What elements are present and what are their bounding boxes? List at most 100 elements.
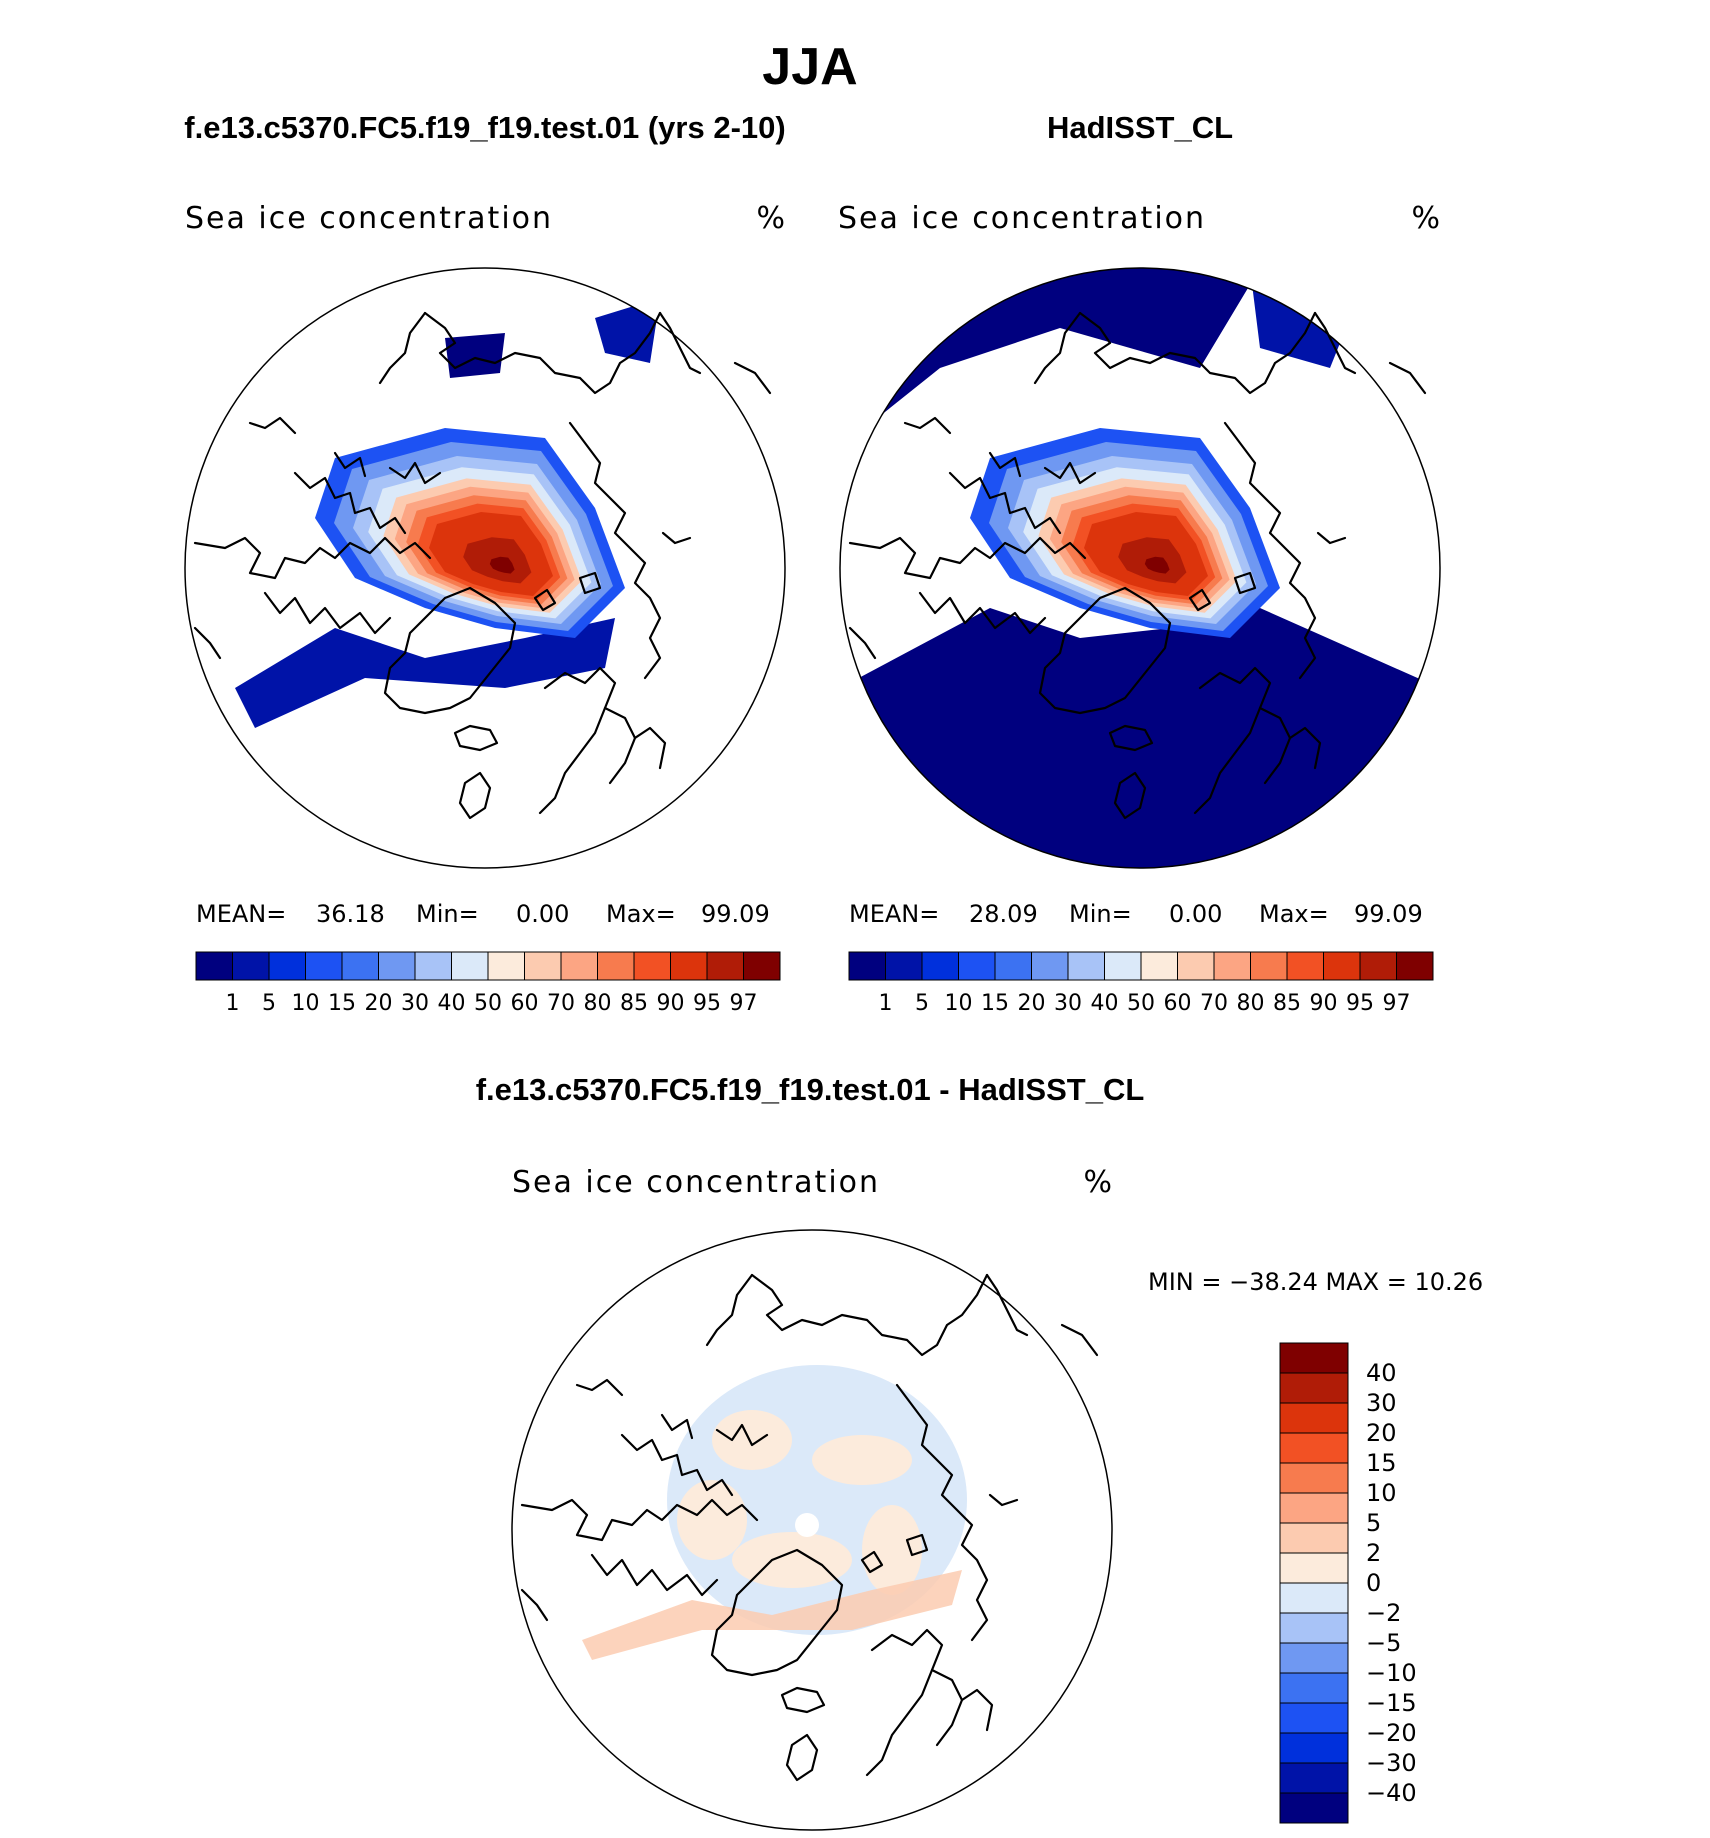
- map-boundary: [839, 267, 1441, 869]
- mean-label: MEAN=: [196, 900, 286, 928]
- colorbar-tick-label: 0: [1366, 1569, 1381, 1597]
- colorbar-tick-label: 90: [1310, 991, 1338, 1016]
- min-value: 0.00: [516, 900, 569, 928]
- diff-region-positive: [732, 1532, 852, 1588]
- colorbar-swatch: [1279, 1402, 1349, 1434]
- colorbar-tick-label: 10: [1366, 1479, 1397, 1507]
- colorbar-swatch: [487, 951, 525, 981]
- min-max-stats: MIN = −38.24 MAX = 10.26: [1148, 1268, 1483, 1296]
- colorbar-swatch: [195, 951, 233, 981]
- colorbar-tick-label: 97: [730, 991, 758, 1016]
- colorbar-tick-label: 1: [879, 991, 893, 1016]
- colorbar-swatch: [1104, 951, 1142, 981]
- colorbar-tick-label: 5: [262, 991, 276, 1016]
- colorbar-tick-label: 80: [584, 991, 612, 1016]
- ice-field: [185, 268, 785, 868]
- panel-heading: HadISST_CL: [1047, 110, 1233, 145]
- max-label: Max=: [1259, 900, 1329, 928]
- colorbar-swatch: [232, 951, 270, 981]
- colorbar-tick-label: −40: [1366, 1779, 1417, 1807]
- colorbar-swatch: [1213, 951, 1251, 981]
- map-boundary: [511, 1229, 1113, 1831]
- colorbar-tick-label: 15: [328, 991, 356, 1016]
- colorbar-tick-label: 40: [1366, 1359, 1397, 1387]
- colorbar-swatch: [1067, 951, 1105, 981]
- colorbar-swatch: [1279, 1732, 1349, 1764]
- colorbar-swatch: [1177, 951, 1215, 981]
- colorbar-swatch: [921, 951, 959, 981]
- colorbar-swatch: [1396, 951, 1434, 981]
- colorbar-tick-label: 95: [1346, 991, 1374, 1016]
- units-label: %: [756, 201, 785, 236]
- colorbar-swatch: [597, 951, 635, 981]
- ice-band-10: [489, 556, 515, 574]
- diff-region-positive: [862, 1505, 922, 1595]
- colorbar-tick-label: 40: [438, 991, 466, 1016]
- colorbar-swatch: [994, 951, 1032, 981]
- colorbar-swatch: [1279, 1492, 1349, 1524]
- colorbar-tick-label: 20: [365, 991, 393, 1016]
- colorbar-swatch: [1140, 951, 1178, 981]
- colorbar-tick-label: −10: [1366, 1659, 1417, 1687]
- colorbar-swatch: [1279, 1762, 1349, 1794]
- colorbar-tick-label: 60: [1164, 991, 1192, 1016]
- ice-field: [840, 268, 1440, 868]
- ice-edge-bering: [445, 333, 505, 378]
- variable-label: Sea ice concentration: [838, 201, 1206, 236]
- colorbar-tick-label: 2: [1366, 1539, 1381, 1567]
- colorbar-swatch: [743, 951, 781, 981]
- colorbar-tick-label: 5: [915, 991, 929, 1016]
- colorbar-tick-label: 15: [1366, 1449, 1397, 1477]
- max-label: Max=: [606, 900, 676, 928]
- colorbar-tick-label: 5: [1366, 1509, 1381, 1537]
- colorbar-swatch: [1279, 1552, 1349, 1584]
- panel-observation: HadISST_CL Sea ice concentration % MEAN= 28.…: [838, 110, 1441, 1016]
- mean-value: 36.18: [316, 900, 385, 928]
- max-value: 99.09: [701, 900, 770, 928]
- units-label: %: [1083, 1165, 1112, 1200]
- colorbar-tick-label: 70: [547, 991, 575, 1016]
- figure-title: JJA: [762, 38, 857, 96]
- colorbar-swatch: [1279, 1372, 1349, 1404]
- colorbar-swatch: [1279, 1792, 1349, 1824]
- colorbar-swatch: [378, 951, 416, 981]
- variable-label: Sea ice concentration: [512, 1165, 880, 1200]
- colorbar-tick-label: −2: [1366, 1599, 1401, 1627]
- colorbar-swatch: [1031, 951, 1069, 981]
- panel-heading: f.e13.c5370.FC5.f19_f19.test.01 - HadISS…: [476, 1072, 1145, 1107]
- variable-label: Sea ice concentration: [185, 201, 553, 236]
- colorbar-tick-label: −20: [1366, 1719, 1417, 1747]
- panel-heading: f.e13.c5370.FC5.f19_f19.test.01 (yrs 2-1…: [184, 110, 785, 145]
- colorbar-swatch: [670, 951, 708, 981]
- colorbar-swatch: [268, 951, 306, 981]
- panel-model: f.e13.c5370.FC5.f19_f19.test.01 (yrs 2-1…: [184, 110, 786, 1016]
- diff-region-positive: [712, 1410, 792, 1470]
- colorbar-swatch: [1279, 1702, 1349, 1734]
- min-label: Min=: [1069, 900, 1132, 928]
- colorbar-tick-label: 70: [1200, 991, 1228, 1016]
- colorbar-tick-label: 10: [292, 991, 320, 1016]
- colorbar-swatch: [451, 951, 489, 981]
- colorbar-tick-label: 90: [657, 991, 685, 1016]
- difference-field: [512, 1230, 1112, 1830]
- min-value: 0.00: [1169, 900, 1222, 928]
- colorbar-tick-label: −30: [1366, 1749, 1417, 1777]
- mean-value: 28.09: [969, 900, 1038, 928]
- colorbar-tick-label: 20: [1366, 1419, 1397, 1447]
- colorbar-swatch: [341, 951, 379, 981]
- ice-edge-atlantic: [235, 618, 615, 728]
- colorbar-swatch: [1279, 1432, 1349, 1464]
- diff-region-positive: [812, 1435, 912, 1485]
- units-label: %: [1411, 201, 1440, 236]
- colorbar-tick-label: 15: [981, 991, 1009, 1016]
- colorbar-swatch: [885, 951, 923, 981]
- colorbar-swatch: [958, 951, 996, 981]
- colorbar-tick-label: 30: [1366, 1389, 1397, 1417]
- colorbar-tick-label: 1: [226, 991, 240, 1016]
- colorbar-tick-label: 80: [1237, 991, 1265, 1016]
- mean-label: MEAN=: [849, 900, 939, 928]
- colorbar-tick-label: 85: [1273, 991, 1301, 1016]
- colorbar-swatch: [560, 951, 598, 981]
- colorbar-swatch: [1286, 951, 1324, 981]
